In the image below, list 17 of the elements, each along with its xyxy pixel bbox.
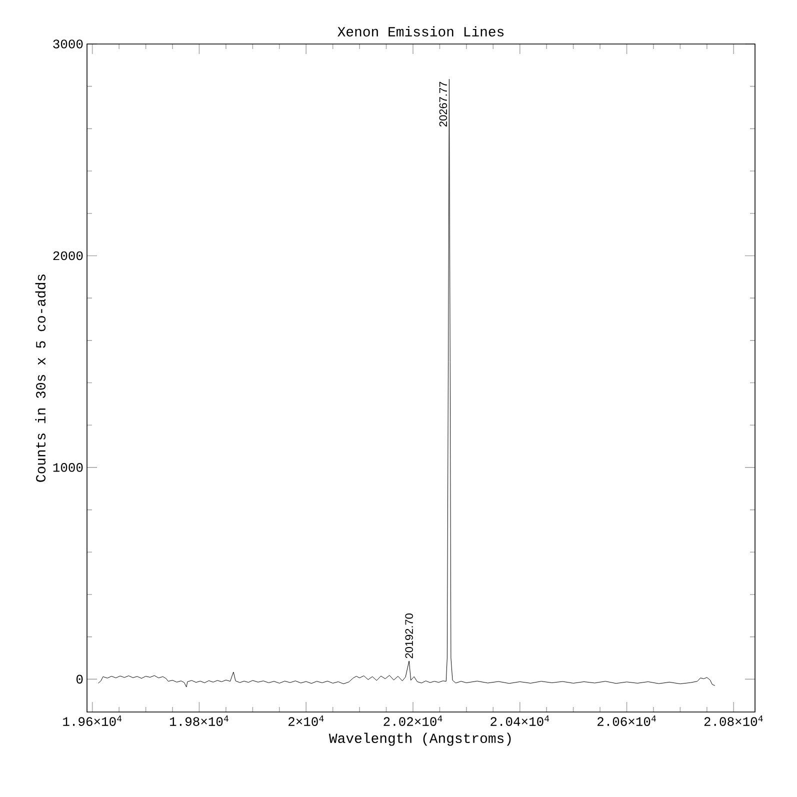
x-tick-label: 2.04×10$^{4}$ xyxy=(490,716,550,726)
y-tick-label: 0 xyxy=(76,674,83,684)
x-tick-label: 2.06×10$^{4}$ xyxy=(597,716,656,726)
x-tick-label: 1.96×10$^{4}$ xyxy=(63,716,122,726)
chart-title: Xenon Emission Lines xyxy=(338,26,504,36)
x-tick-label: 2.02×10$^{4}$ xyxy=(384,716,442,726)
y-tick-label: 3000 xyxy=(53,40,83,48)
x-axis-title: Wavelength (Angstroms) xyxy=(328,732,511,746)
x-tick-label: 2.08×10$^{4}$ xyxy=(704,716,763,726)
annotation: 20267.77 xyxy=(439,82,448,126)
x-tick-label: 1.98×10$^{4}$ xyxy=(170,716,228,726)
line-series xyxy=(98,78,716,688)
x-tick-label: 2×10$^{4}$ xyxy=(288,716,324,726)
y-tick-label: 1000 xyxy=(53,463,83,472)
y-axis-title: Counts in 30s x 5 co-adds xyxy=(35,274,46,482)
y-tick-label: 2000 xyxy=(53,251,83,260)
annotation: 20192.70 xyxy=(405,614,413,658)
